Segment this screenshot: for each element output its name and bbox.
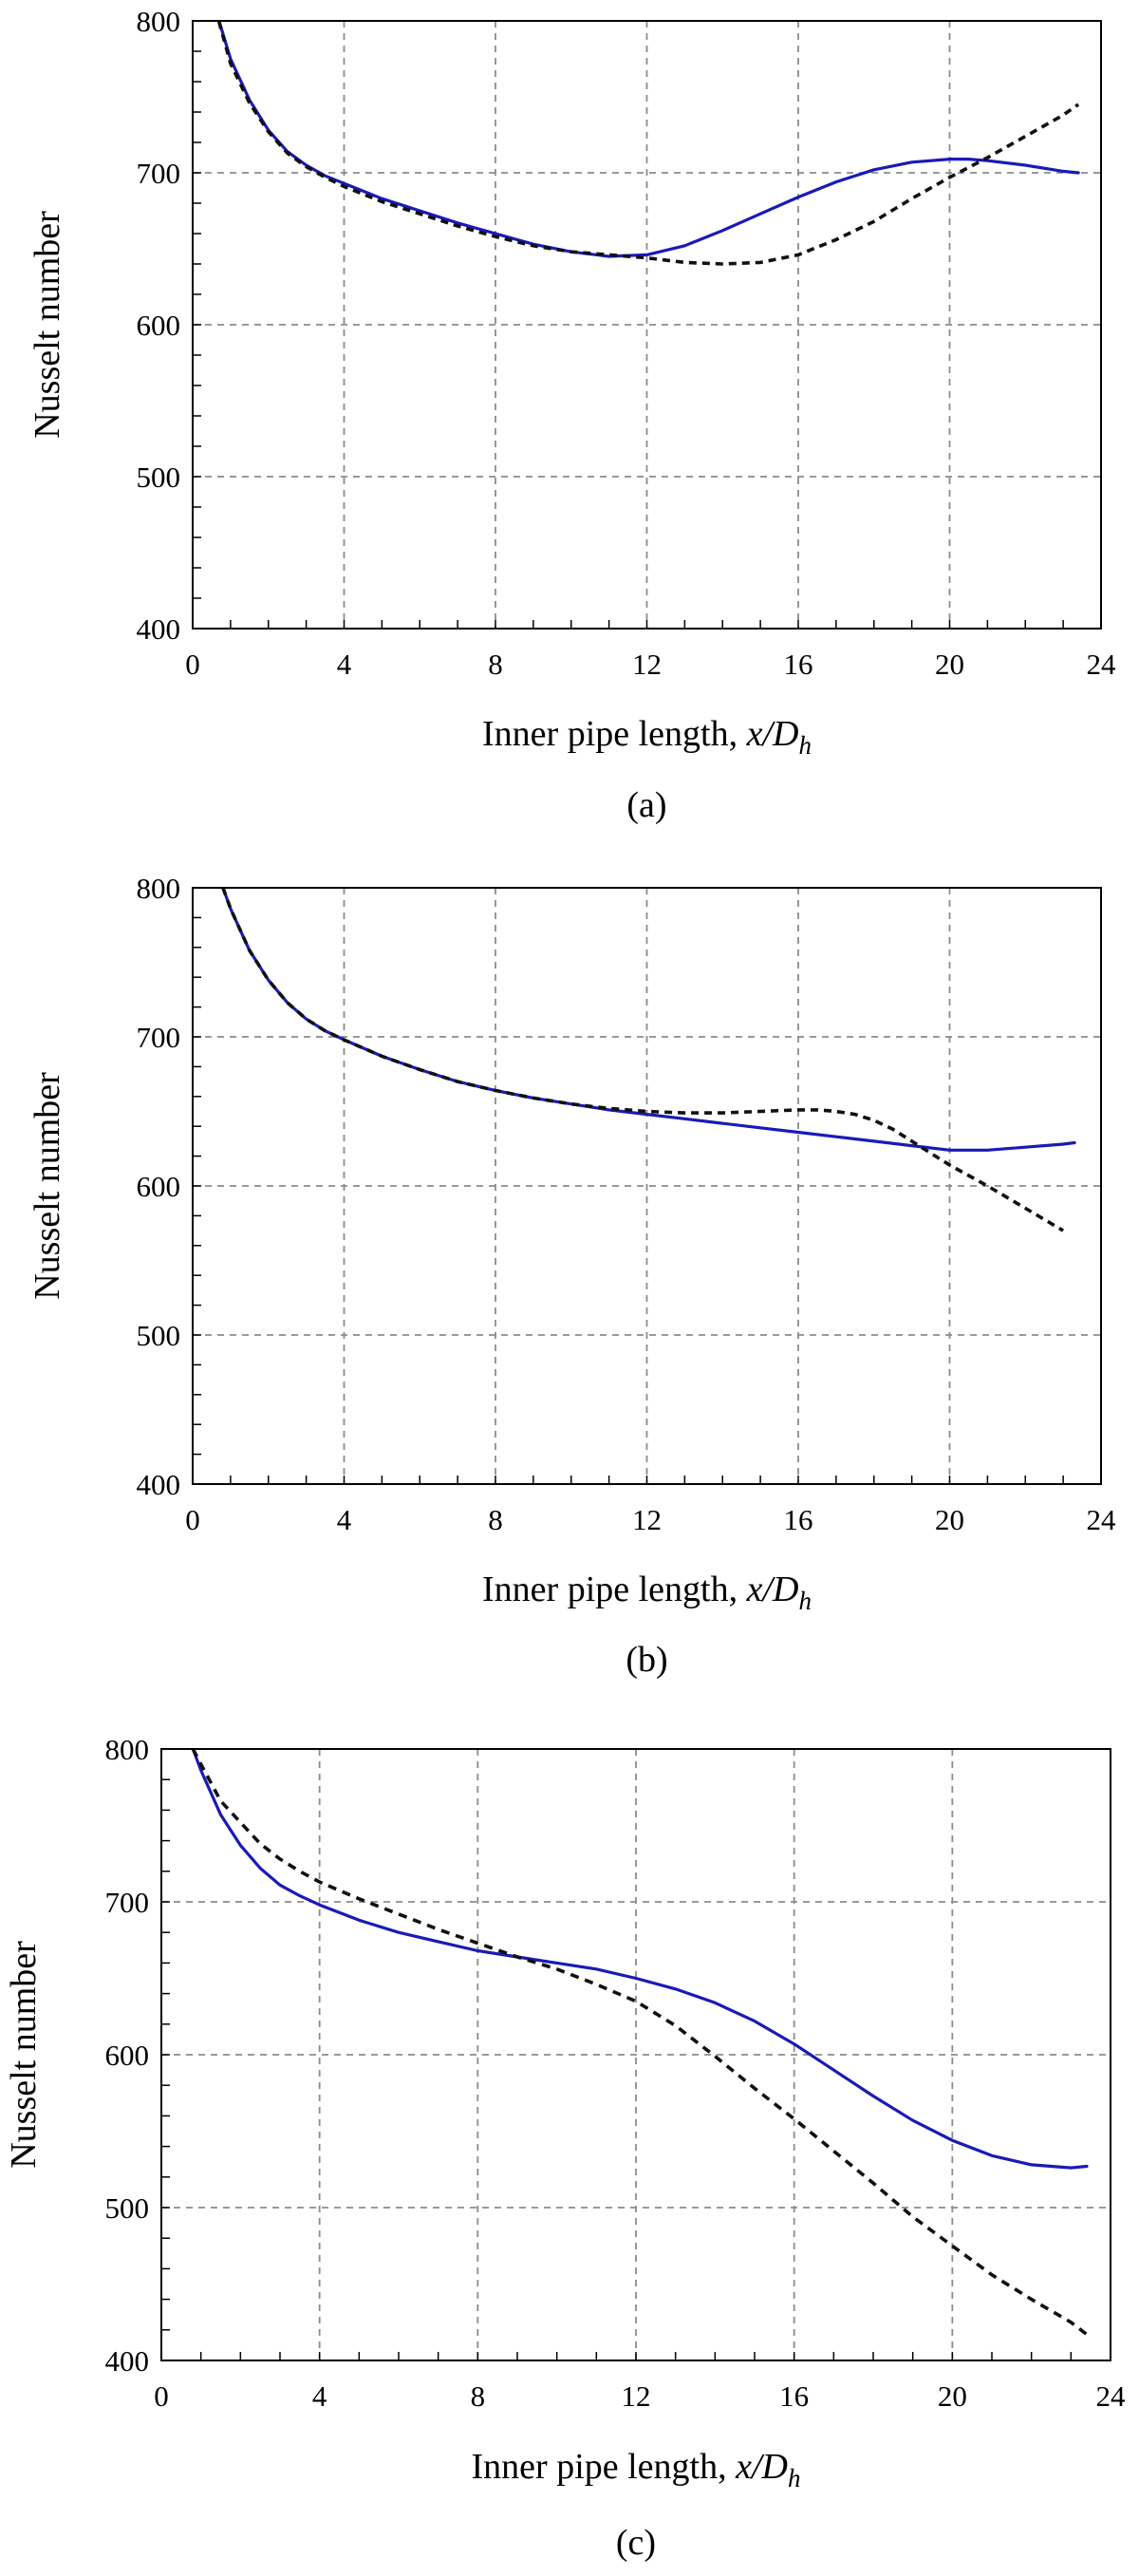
x-axis-title: Inner pipe length, x/Dh	[472, 2447, 801, 2492]
x-axis-title-subscript: h	[798, 1587, 812, 1615]
x-axis-title-variable: x/D	[746, 1570, 799, 1609]
x-tick-label: 0	[185, 648, 200, 681]
x-axis-title-text: Inner pipe length,	[482, 714, 747, 754]
y-tick-label: 500	[137, 1319, 181, 1352]
x-tick-label: 0	[154, 2379, 169, 2413]
y-tick-label: 400	[137, 612, 181, 646]
x-tick-label: 20	[935, 1503, 964, 1536]
y-tick-label: 800	[105, 1733, 150, 1766]
plot-frame	[192, 887, 1102, 1485]
x-tick-label: 4	[337, 1503, 352, 1536]
y-tick-label: 500	[137, 461, 181, 494]
series-line-dashed	[216, 21, 1080, 266]
series-line-solid	[191, 1749, 1089, 2170]
x-tick-label: 8	[488, 1503, 503, 1536]
chart-panel-1: 0 4 8 12 16 20 24 400 500 600 700 800 Nusselt number…	[28, 5, 1116, 825]
x-tick-label: 4	[337, 648, 352, 681]
y-tick-label: 600	[137, 1170, 181, 1203]
y-tick-label: 700	[105, 1886, 150, 1919]
y-axis-title: Nusselt number	[28, 211, 67, 439]
y-tick-label: 600	[137, 309, 181, 342]
y-tick-label: 700	[137, 157, 181, 190]
x-axis-title-subscript: h	[798, 731, 812, 760]
y-tick-label: 500	[105, 2191, 150, 2225]
x-tick-label: 16	[784, 1503, 813, 1536]
chart-panel-3: 0 4 8 12 16 20 24 400 500 600 700 800 Nusselt number…	[4, 1733, 1126, 2563]
y-tick-label: 400	[105, 2344, 150, 2378]
panel-label: (a)	[626, 785, 666, 825]
y-axis-title: Nusselt number	[4, 1941, 44, 2169]
x-tick-label: 0	[185, 1503, 200, 1536]
series-line-dashed	[191, 1749, 1089, 2337]
plot-frame	[160, 1748, 1111, 2361]
x-tick-label: 12	[622, 2379, 651, 2413]
x-tick-label: 8	[488, 648, 503, 681]
x-axis-title-subscript: h	[788, 2464, 801, 2492]
x-axis-title: Inner pipe length, x/Dh	[482, 1570, 812, 1615]
y-tick-label: 800	[137, 5, 181, 38]
x-axis-title-text: Inner pipe length,	[472, 2447, 737, 2487]
x-axis-title-text: Inner pipe length,	[482, 1570, 747, 1609]
x-tick-label: 24	[1087, 648, 1117, 681]
chart-panel-2: 0 4 8 12 16 20 24 400 500 600 700 800 Nusselt number…	[28, 872, 1116, 1680]
x-axis-title-variable: x/D	[735, 2447, 788, 2487]
y-axis-title: Nusselt number	[28, 1072, 67, 1300]
x-tick-label: 16	[784, 648, 813, 681]
x-tick-label: 20	[938, 2379, 967, 2413]
y-tick-label: 600	[105, 2039, 150, 2072]
x-tick-label: 24	[1096, 2379, 1127, 2413]
panel-label: (b)	[626, 1640, 667, 1680]
panel-label: (c)	[616, 2523, 656, 2563]
x-tick-label: 12	[632, 1503, 662, 1536]
x-tick-label: 12	[632, 648, 662, 681]
x-axis-title-variable: x/D	[746, 714, 799, 754]
x-tick-label: 8	[471, 2379, 486, 2413]
x-tick-label: 24	[1087, 1503, 1117, 1536]
x-tick-label: 4	[312, 2379, 327, 2413]
y-tick-label: 800	[137, 872, 181, 905]
y-tick-label: 400	[137, 1468, 181, 1501]
y-tick-label: 700	[137, 1021, 181, 1054]
x-axis-title: Inner pipe length, x/Dh	[482, 714, 812, 760]
x-tick-label: 16	[779, 2379, 809, 2413]
plot-frame	[192, 20, 1102, 630]
series-line-dashed	[221, 888, 1065, 1232]
series-line-solid	[221, 888, 1076, 1152]
x-tick-label: 20	[935, 648, 964, 681]
